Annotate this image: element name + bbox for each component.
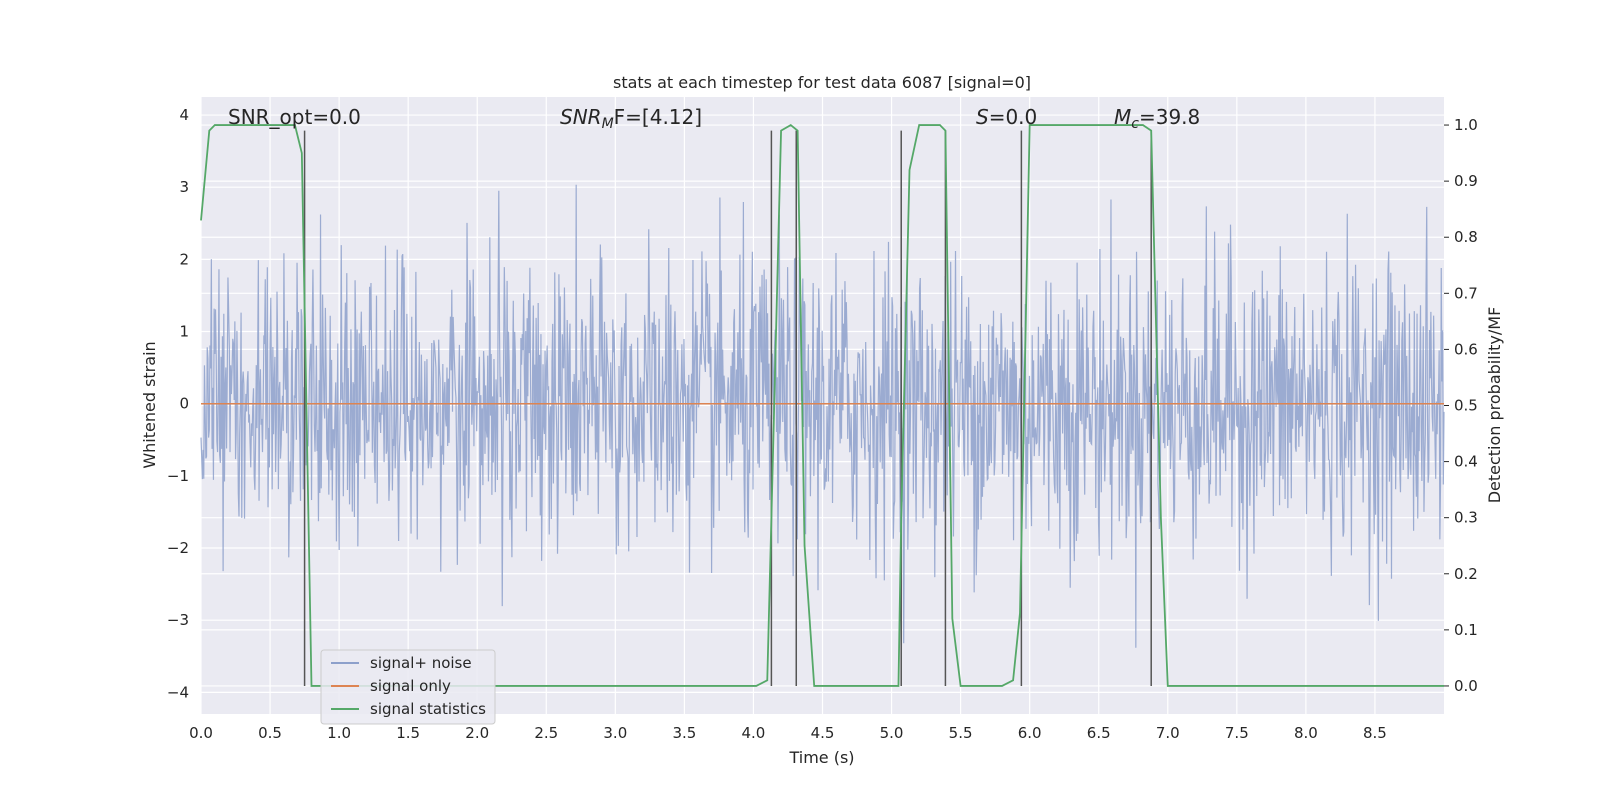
y-tick-label: 4 — [179, 106, 189, 124]
chart-title: stats at each timestep for test data 608… — [613, 73, 1031, 92]
x-tick-label: 4.5 — [811, 724, 835, 742]
y-tick-labels: −4 −3 −2 −1 0 1 2 3 4 — [167, 106, 189, 701]
legend-box — [320, 649, 496, 725]
x-axis-label: Time (s) — [788, 748, 854, 767]
annotation-snr-mf-subscript: M — [602, 116, 614, 132]
annotation-s-value: =0.0 — [989, 105, 1038, 129]
legend-label-signal-only: signal only — [370, 677, 451, 695]
x-tick-labels: 0.0 0.5 1.0 1.5 2.0 2.5 3.0 3.5 4.0 4.5 5.0 5.5 6.0 6… — [189, 724, 1387, 742]
y-tick-label: 3 — [179, 178, 189, 196]
y2-tick-label: 0.9 — [1454, 172, 1478, 190]
x-tick-label: 0.5 — [258, 724, 282, 742]
y2-tick-label: 0.8 — [1454, 228, 1478, 246]
x-tick-label: 1.5 — [396, 724, 420, 742]
legend-label-signal-statistics: signal statistics — [370, 700, 486, 718]
annotation-s-symbol: S — [976, 105, 989, 129]
annotation-mc-subscript: c — [1131, 116, 1139, 132]
x-tick-label: 3.5 — [672, 724, 696, 742]
annotation-snr-mf: SNRMF=[4.12] — [560, 105, 702, 132]
y-tick-label: 2 — [179, 250, 189, 268]
y2-tick-label: 0.0 — [1454, 677, 1478, 695]
x-tick-label: 1.0 — [327, 724, 351, 742]
noise-trace — [200, 184, 1445, 648]
y2-axis-label: Detection probability/MF — [1485, 307, 1504, 504]
y2-tick-label: 0.4 — [1454, 453, 1478, 471]
annotation-snr-mf-symbol: SNR — [560, 105, 602, 129]
x-tick-label: 7.0 — [1156, 724, 1180, 742]
y2-tick-label: 0.5 — [1454, 397, 1478, 415]
y2-tick-label: 0.2 — [1454, 565, 1478, 583]
y-tick-label: −3 — [167, 611, 189, 629]
x-tick-label: 6.5 — [1087, 724, 1111, 742]
annotation-snr-opt: SNR_opt=0.0 — [228, 105, 361, 129]
x-tick-label: 8.5 — [1363, 724, 1387, 742]
y-axis-label: Whitened strain — [140, 341, 159, 468]
x-tick-label: 3.0 — [603, 724, 627, 742]
x-tick-label: 5.5 — [949, 724, 973, 742]
annotation-mc-symbol: M — [1114, 105, 1131, 129]
series-signal-noise — [200, 184, 1445, 648]
y-tick-label: −1 — [167, 467, 189, 485]
y2-tick-labels: 0.0 0.1 0.2 0.3 0.4 0.5 0.6 0.7 0.8 0.9 1.0 — [1444, 116, 1478, 695]
y-tick-label: 1 — [179, 323, 189, 341]
annotation-snr-mf-value: F=[4.12] — [614, 105, 702, 129]
annotation-s: S=0.0 — [976, 105, 1037, 129]
x-tick-label: 2.0 — [465, 724, 489, 742]
x-tick-label: 4.0 — [742, 724, 766, 742]
y2-tick-label: 0.3 — [1454, 509, 1478, 527]
x-tick-label: 6.0 — [1018, 724, 1042, 742]
x-tick-label: 5.0 — [880, 724, 904, 742]
x-tick-label: 7.5 — [1225, 724, 1249, 742]
x-tick-label: 0.0 — [189, 724, 213, 742]
y2-tick-label: 1.0 — [1454, 116, 1478, 134]
y-tick-label: 0 — [179, 395, 189, 413]
series-signal-statistics — [200, 123, 1444, 687]
x-tick-label: 2.5 — [534, 724, 558, 742]
legend: signal+ noise signal only signal statist… — [320, 649, 496, 725]
y-tick-label: −2 — [167, 539, 189, 557]
y2-tick-label: 0.6 — [1454, 340, 1478, 358]
y2-tick-label: 0.1 — [1454, 621, 1478, 639]
y2-tick-label: 0.7 — [1454, 284, 1478, 302]
legend-label-signal-noise: signal+ noise — [370, 654, 472, 672]
y-tick-label: −4 — [167, 683, 189, 701]
x-tick-label: 8.0 — [1294, 724, 1318, 742]
annotation-mc: Mc=39.8 — [1114, 105, 1200, 132]
detection-markers — [303, 130, 1152, 686]
annotation-mc-value: =39.8 — [1139, 105, 1200, 129]
